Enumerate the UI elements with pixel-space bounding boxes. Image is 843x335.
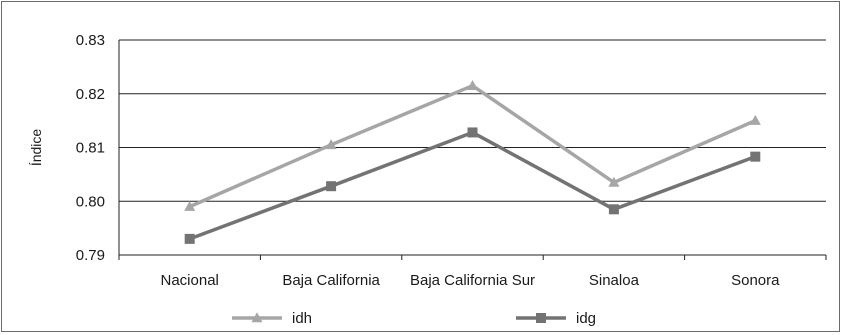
idh-point (184, 200, 196, 211)
series-lines (184, 79, 761, 244)
idg-point (608, 204, 619, 215)
y-tick-label: 0.83 (76, 32, 105, 49)
x-tick-label: Baja California (282, 272, 380, 289)
y-tick-labels: 0.79 0.80 0.81 0.82 0.83 (76, 32, 105, 264)
idg-line (189, 130, 756, 241)
idh-point (749, 114, 761, 125)
legend-label-idh: idh (292, 310, 312, 327)
x-tick-labels: Nacional Baja California Baja California S… (161, 272, 781, 289)
legend-marker-idg (536, 313, 546, 323)
idg-point (467, 127, 478, 138)
x-tick-label: Nacional (161, 272, 219, 289)
y-tick-label: 0.80 (76, 193, 105, 210)
gridlines (118, 39, 827, 260)
legend-label-idg: idg (576, 310, 596, 327)
y-tick-label: 0.82 (76, 86, 105, 103)
y-tick-label: 0.81 (76, 140, 105, 157)
x-tick-label: Sinaloa (589, 272, 640, 289)
legend: idh idg (232, 310, 596, 327)
x-tick-label: Sonora (731, 272, 780, 289)
x-tick-label: Baja California Sur (410, 272, 535, 289)
idg-point (326, 181, 337, 192)
idg-point (184, 233, 195, 244)
legend-marker-idh (251, 312, 263, 323)
idh-point (608, 176, 620, 187)
y-tick-label: 0.79 (76, 247, 105, 264)
idh-point (467, 79, 478, 90)
idh-point (325, 139, 337, 150)
y-axis-title: Índice (28, 129, 44, 167)
idg-point (750, 151, 761, 162)
